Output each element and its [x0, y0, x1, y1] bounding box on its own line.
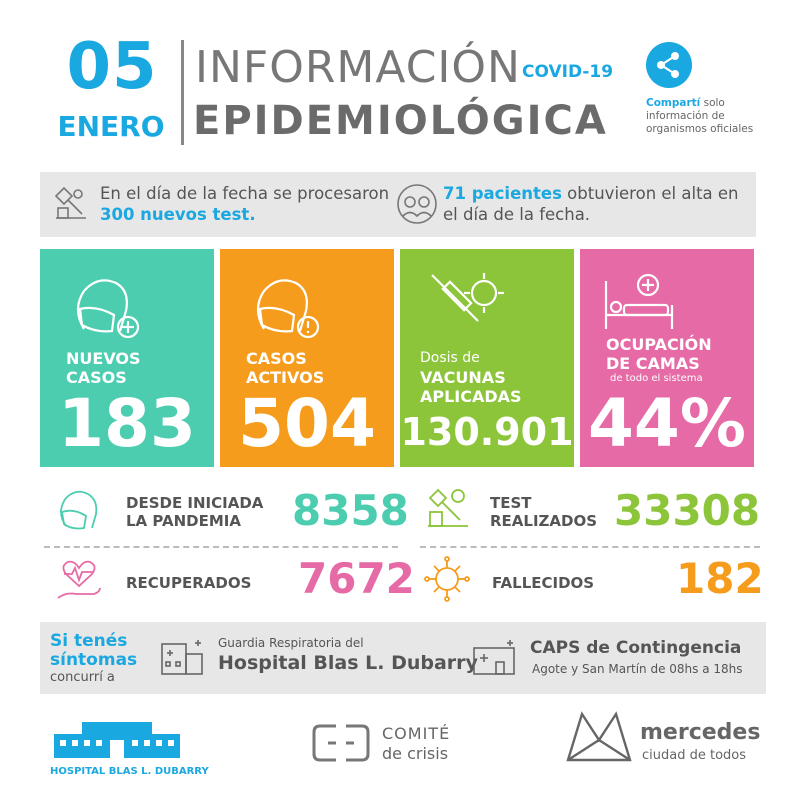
comite-logo-icon — [310, 722, 372, 768]
lab-test-icon — [52, 184, 90, 228]
sintomas-title: Si tenés síntomas — [50, 631, 138, 670]
title-line2: EPIDEMIOLÓGICA — [193, 98, 608, 144]
stat-value-fallecidos: 182 — [676, 554, 764, 603]
card-label: NUEVOS CASOS — [66, 349, 141, 387]
stat-divider — [420, 546, 760, 548]
tests-info: En el día de la fecha se procesaron 300 … — [100, 184, 390, 224]
date-day: 05 — [66, 30, 158, 104]
mercedes-name: mercedes — [640, 720, 761, 745]
mercedes-logo-icon — [564, 710, 634, 768]
date-month: ENERO — [57, 110, 165, 143]
card-value: 183 — [58, 385, 196, 462]
title-line1: INFORMACIÓN — [195, 42, 521, 93]
stat-label-recuperados: RECUPERADOS — [126, 574, 252, 592]
comite-sub: de crisis — [382, 744, 449, 763]
hospital-bed-icon — [602, 271, 682, 337]
vaccine-virus-icon — [424, 267, 508, 346]
stat-divider — [44, 546, 398, 548]
hospital-name: Hospital Blas L. Dubarry — [218, 652, 478, 674]
card-vacunas: Dosis de VACUNAS APLICADAS 130.901 — [400, 249, 574, 467]
card-value: 504 — [238, 385, 376, 462]
card-ocupacion-camas: OCUPACIÓN DE CAMAS de todo el sistema 44… — [580, 249, 754, 467]
header-divider — [181, 40, 184, 145]
caps-hours: Agote y San Martín de 08hs a 18hs — [532, 662, 743, 676]
caps-name: CAPS de Contingencia — [530, 638, 742, 658]
caps-building-icon — [470, 638, 518, 680]
card-label: Dosis de VACUNAS APLICADAS — [420, 350, 522, 406]
mask-plus-icon — [66, 269, 146, 348]
stat-label-pandemia: DESDE INICIADA LA PANDEMIA — [126, 494, 264, 530]
guardia-label: Guardia Respiratoria del — [218, 636, 364, 650]
sintomas-bar — [40, 622, 766, 694]
alta-info: 71 pacientes obtuvieron el alta en el dí… — [443, 184, 739, 224]
card-value: 44% — [588, 385, 746, 462]
lab-test-icon — [424, 484, 472, 536]
hospital-logo — [52, 716, 182, 764]
hospital-logo-text: HOSPITAL BLAS L. DUBARRY — [50, 766, 209, 777]
mask-head-icon — [54, 486, 104, 536]
share-icon[interactable] — [646, 42, 692, 88]
sintomas-concurri: concurrí a — [50, 670, 115, 685]
stat-value-pandemia: 8358 — [292, 486, 409, 535]
stat-label-test: TEST REALIZADOS — [490, 494, 598, 530]
stat-label-fallecidos: FALLECIDOS — [492, 574, 595, 592]
card-value: 130.901 — [400, 410, 574, 454]
virus-icon — [424, 556, 470, 606]
card-label: CASOS ACTIVOS — [246, 349, 325, 387]
comite-title: COMITÉ — [382, 724, 451, 743]
mask-alert-icon — [246, 269, 326, 348]
share-note: Compartí solo información de organismos … — [646, 97, 754, 135]
card-casos-activos: CASOS ACTIVOS 504 — [220, 249, 394, 467]
heart-hand-icon — [54, 556, 104, 606]
stat-value-recuperados: 7672 — [298, 554, 415, 603]
card-nuevos-casos: NUEVOS CASOS 183 — [40, 249, 214, 467]
covid-tag: COVID-19 — [522, 62, 614, 82]
card-label: OCUPACIÓN DE CAMAS de todo el sistema — [606, 335, 712, 384]
patients-icon — [396, 183, 438, 229]
stat-value-test: 33308 — [614, 486, 761, 535]
hospital-building-icon — [158, 636, 206, 680]
mercedes-sub: ciudad de todos — [642, 748, 747, 763]
